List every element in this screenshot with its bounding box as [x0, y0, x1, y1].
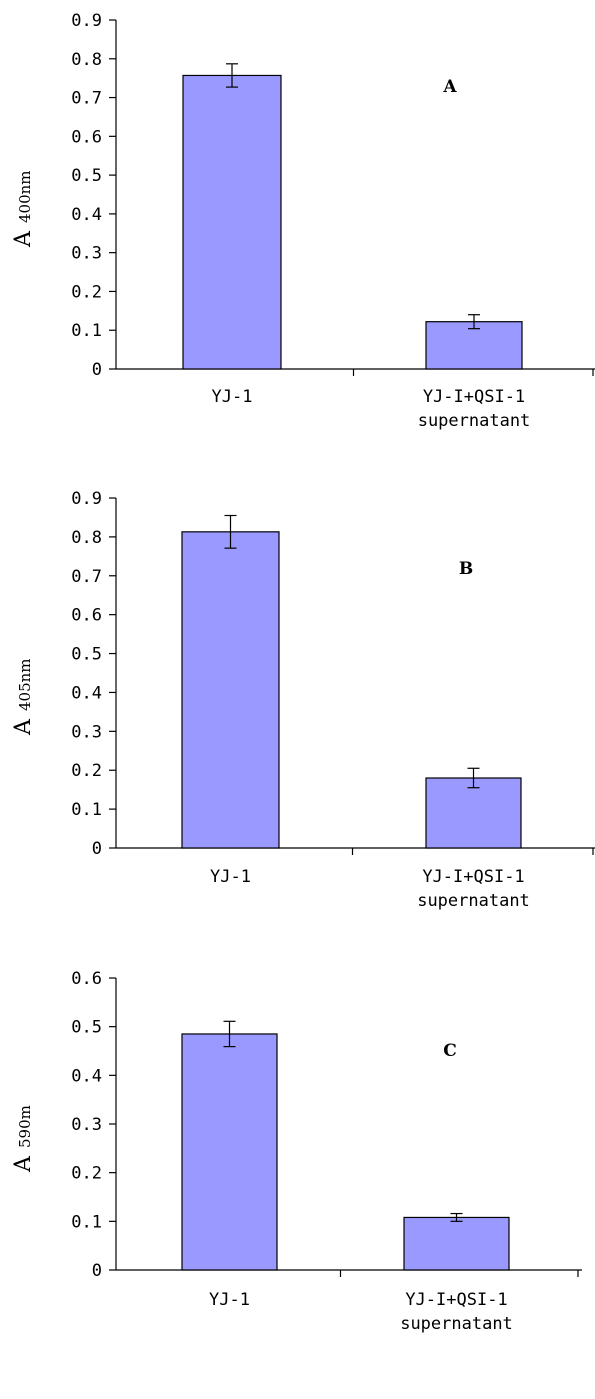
chart-3-panel-label: C	[443, 1041, 457, 1061]
chart-2-y-tick-label: 0.5	[71, 645, 102, 665]
chart-3-y-tick-label: 0.6	[71, 969, 102, 989]
chart-1-y-tick-label: 0	[92, 360, 102, 380]
chart-3-y-axis-label-main: A	[11, 1155, 36, 1173]
chart-1-y-tick-label: 0.4	[71, 205, 102, 225]
chart-2-category-label-2: YJ-I+QSI-1	[422, 867, 524, 887]
chart-2-bar-2	[425, 777, 522, 849]
chart-2-y-tick-label: 0.2	[71, 761, 102, 781]
chart-1-y-tick-label: 0.6	[71, 127, 102, 147]
chart-2-y-axis-label-sub: 405nm	[16, 658, 34, 711]
chart-2-bar-1	[181, 531, 280, 849]
chart-1-y-axis-label-main: A	[11, 230, 36, 248]
chart-1-y-tick-label: 0.1	[71, 321, 102, 341]
chart-2-y-tick-label: 0.6	[71, 606, 102, 626]
chart-3-category-label-2: supernatant	[400, 1314, 513, 1334]
chart-1-y-tick-label: 0.9	[71, 11, 102, 31]
chart-3-y-tick-label: 0.1	[71, 1212, 102, 1232]
chart-1-y-tick-label: 0.2	[71, 282, 102, 302]
chart-1-y-tick-label: 0.5	[71, 166, 102, 186]
chart-2-y-tick-label: 0.4	[71, 683, 102, 703]
chart-2-y-tick-label: 0.1	[71, 800, 102, 820]
chart-2-category-label-1: YJ-1	[210, 867, 251, 887]
chart-3-y-tick-label: 0.4	[71, 1066, 102, 1086]
chart-3-y-tick-label: 0.3	[71, 1115, 102, 1135]
chart-1-y-tick-label: 0.3	[71, 244, 102, 264]
chart-1-y-tick-label: 0.7	[71, 89, 102, 109]
chart-2-category-label-2: supernatant	[417, 891, 530, 911]
chart-1-bar-2	[425, 321, 523, 370]
chart-1-category-label-2: YJ-I+QSI-1	[423, 387, 525, 407]
chart-2-y-axis-label: A 405nm	[11, 658, 36, 736]
chart-2-y-tick-label: 0.9	[71, 489, 102, 509]
chart-1-y-tick-label: 0.8	[71, 50, 102, 70]
chart-3-y-tick-label: 0	[92, 1261, 102, 1281]
chart-3-bar-1	[181, 1033, 278, 1271]
chart-2-y-axis-label-main: A	[11, 718, 36, 736]
chart-1-y-axis-label-sub: 400nm	[16, 170, 34, 223]
chart-3-bar-2	[403, 1216, 510, 1271]
chart-2-y-tick-label: 0.7	[71, 567, 102, 587]
chart-1-bar-1	[182, 74, 282, 370]
chart-2-y-tick-label: 0	[92, 839, 102, 859]
chart-1-category-label-1: YJ-1	[212, 387, 253, 407]
chart-3-y-axis-label-sub: 590m	[16, 1105, 34, 1148]
chart-3-y-axis-label: A 590m	[11, 1105, 36, 1173]
chart-3-category-label-2: YJ-I+QSI-1	[405, 1290, 507, 1310]
chart-3-y-tick-label: 0.5	[71, 1018, 102, 1038]
chart-2-y-tick-label: 0.3	[71, 722, 102, 742]
chart-1-y-axis-label: A 400nm	[11, 170, 36, 248]
chart-3-y-tick-label: 0.2	[71, 1164, 102, 1184]
chart-1-panel-label: A	[442, 77, 457, 97]
chart-2-y-tick-label: 0.8	[71, 528, 102, 548]
chart-2-panel-label: B	[459, 559, 473, 579]
chart-1-category-label-2: supernatant	[418, 411, 531, 431]
chart-3-category-label-1: YJ-1	[209, 1290, 250, 1310]
